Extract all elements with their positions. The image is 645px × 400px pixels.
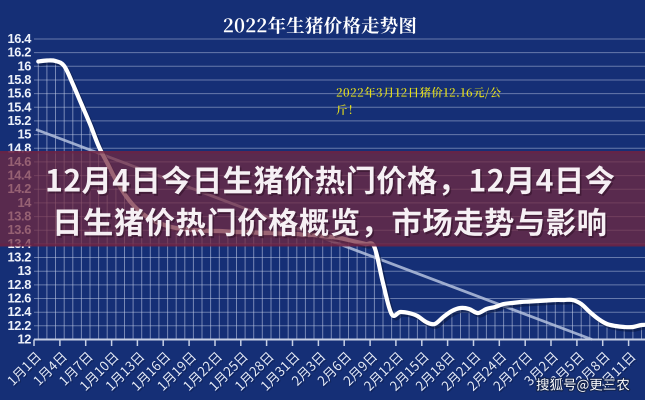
svg-text:12.2: 12.2 xyxy=(7,318,31,333)
svg-text:12: 12 xyxy=(17,332,31,347)
svg-text:15.8: 15.8 xyxy=(7,72,31,87)
svg-text:15.4: 15.4 xyxy=(7,99,32,114)
svg-text:16: 16 xyxy=(17,58,31,73)
svg-text:13.2: 13.2 xyxy=(7,250,31,265)
svg-text:15.6: 15.6 xyxy=(7,86,31,101)
svg-text:12.6: 12.6 xyxy=(7,291,31,306)
svg-text:16.2: 16.2 xyxy=(7,45,31,60)
svg-text:15.2: 15.2 xyxy=(7,113,31,128)
svg-text:12.8: 12.8 xyxy=(7,277,31,292)
svg-text:13: 13 xyxy=(17,263,31,278)
svg-text:12.4: 12.4 xyxy=(7,304,32,319)
svg-text:16.4: 16.4 xyxy=(7,31,32,46)
svg-text:15: 15 xyxy=(17,127,31,142)
